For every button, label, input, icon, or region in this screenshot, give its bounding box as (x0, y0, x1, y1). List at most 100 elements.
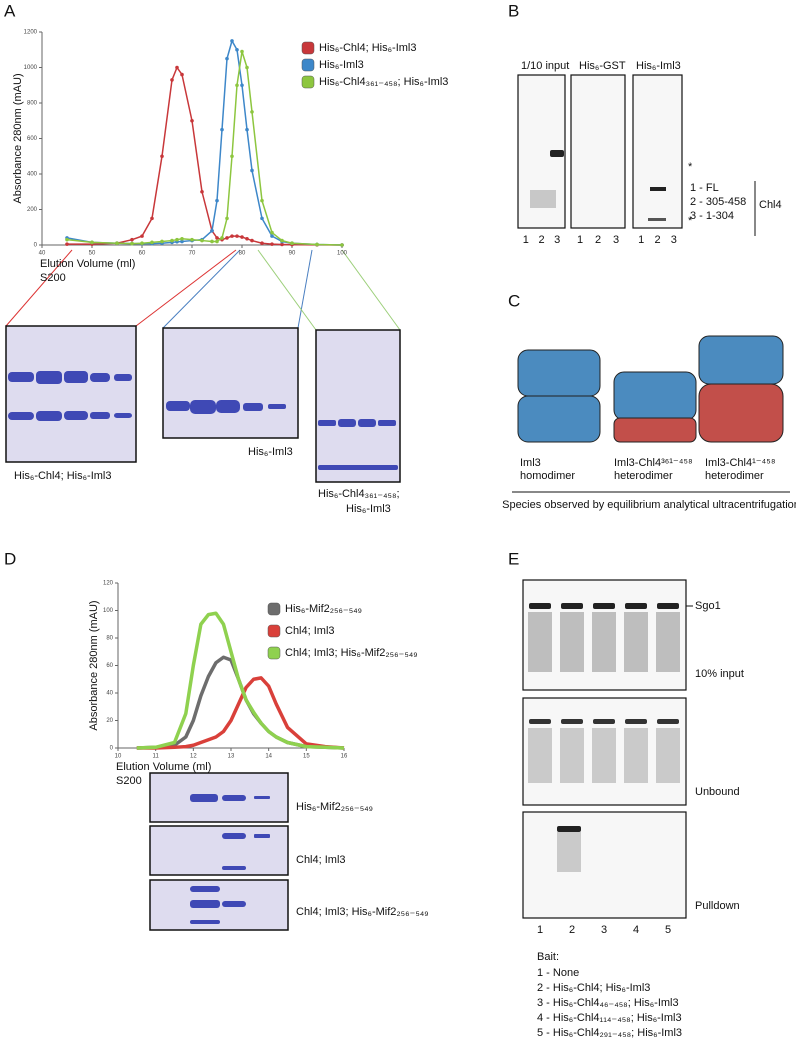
species-label: Iml3-Chl4³⁶¹⁻⁴⁵⁸ (614, 457, 693, 469)
band (64, 371, 88, 383)
connector (5, 249, 73, 327)
gel-caption: Chl4; Iml3; His₆-Mif2₂₅₆₋₅₄₉ (296, 906, 429, 918)
band (222, 833, 246, 839)
blot (522, 811, 687, 919)
y-tick-label: 200 (27, 207, 38, 213)
connector (162, 249, 241, 329)
bait-title: Bait: (537, 951, 559, 963)
gel (315, 329, 401, 483)
y-tick-label: 600 (27, 136, 38, 142)
x-axis-label: Elution Volume (ml) (40, 258, 135, 270)
x-tick-label: 70 (189, 251, 196, 257)
band (318, 465, 398, 470)
subunit (698, 383, 784, 443)
band (657, 603, 679, 609)
band (268, 404, 286, 409)
point (175, 65, 179, 70)
point (245, 65, 249, 70)
point (260, 216, 264, 221)
smear (560, 612, 584, 672)
point (250, 238, 254, 243)
gel (162, 327, 299, 439)
point (180, 236, 184, 241)
blot (570, 74, 626, 229)
legend-label: His₆-Mif2₂₅₆₋₅₄₉ (285, 603, 362, 615)
lane-number: 2 (569, 924, 575, 936)
caption: Species observed by equilibrium analytic… (502, 499, 796, 511)
legend-item: 2 - 305-458 (690, 196, 746, 208)
species-label: heterodimer (705, 470, 764, 482)
band (8, 372, 34, 382)
connector (257, 249, 317, 331)
lane-number: 3 (601, 924, 607, 936)
point (240, 49, 244, 54)
x-tick-label: 80 (239, 251, 246, 257)
panel-label: B (508, 1, 519, 20)
lane-number: 5 (665, 924, 671, 936)
band (166, 401, 190, 411)
legend-label: His₆-Chl4; His₆-Iml3 (319, 42, 417, 54)
point (230, 154, 234, 159)
band (114, 413, 132, 418)
legend-swatch (301, 58, 315, 72)
blot-title: His₆-GST (579, 60, 626, 72)
smear (530, 190, 556, 208)
gels-a: His₆-Chl4; His₆-Iml3 His₆-Iml3 His₆-Chl4… (5, 249, 401, 515)
band (90, 373, 110, 382)
band-label: Sgo1 (695, 600, 721, 612)
point (235, 47, 239, 52)
lane-number: 4 (633, 924, 639, 936)
legend-label: Chl4; Iml3; His₆-Mif2₂₅₆₋₅₄₉ (285, 647, 418, 659)
note: S200 (40, 272, 66, 284)
x-tick-label: 10 (115, 754, 122, 760)
asterisk: * (688, 161, 693, 173)
lane-number: 2 (595, 234, 601, 246)
gel-caption: His₆-Chl4; His₆-Iml3 (14, 470, 112, 482)
point (65, 237, 69, 242)
point (260, 241, 264, 246)
subunit (517, 395, 601, 443)
point (315, 242, 319, 247)
series-line (136, 676, 345, 750)
y-tick-label: 120 (103, 581, 114, 587)
gel-caption: His₆-Iml3 (248, 446, 293, 458)
point (170, 238, 174, 243)
blot (522, 697, 687, 806)
panel-label: D (4, 549, 16, 568)
gel (5, 325, 137, 463)
lane-number: 1 (523, 234, 529, 246)
species-label: Iml3-Chl4¹⁻⁴⁵⁸ (705, 457, 775, 469)
legend-label: His₆-Chl4₃₆₁₋₄₅₈; His₆-Iml3 (319, 76, 448, 88)
band (243, 403, 263, 411)
point (240, 83, 244, 88)
y-tick-label: 20 (106, 718, 113, 724)
gels-d: His₆-Mif2₂₅₆₋₅₄₉ Chl4; Iml3 Chl4; Iml3; … (149, 772, 429, 931)
series-line (136, 611, 345, 750)
band (254, 834, 270, 838)
legend-swatch (267, 624, 281, 638)
band (36, 411, 62, 421)
band (318, 420, 336, 426)
y-axis-label: Absorbance 280nm (mAU) (12, 73, 24, 203)
point (130, 237, 134, 242)
band (529, 719, 551, 724)
point (190, 118, 194, 123)
blot-label: 10% input (695, 668, 744, 680)
point (230, 39, 234, 43)
lane-number: 3 (613, 234, 619, 246)
lane-number: 2 (538, 234, 544, 246)
x-axis-label: Elution Volume (ml) (116, 761, 211, 773)
point (235, 234, 239, 238)
connector (135, 249, 237, 327)
band (64, 411, 88, 420)
point (250, 168, 254, 173)
point (130, 241, 134, 246)
point (200, 238, 204, 243)
lane-number: 3 (554, 234, 560, 246)
blot (522, 579, 687, 691)
band (648, 218, 666, 221)
gel-caption: His₆-Chl4₃₆₁₋₄₅₈; (318, 488, 400, 500)
diagram-c: Iml3 homodimer Iml3-Chl4³⁶¹⁻⁴⁵⁸ heterodi… (502, 335, 796, 511)
group-label: Chl4 (759, 199, 782, 211)
